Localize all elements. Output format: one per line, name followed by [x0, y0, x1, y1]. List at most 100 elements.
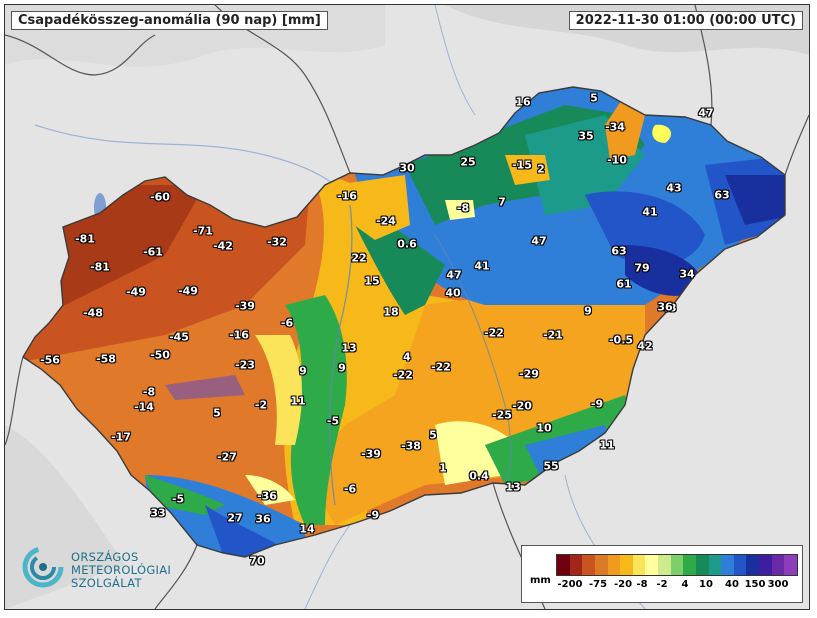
- map-value-label: 9: [299, 364, 307, 378]
- map-value-label: -8: [456, 201, 470, 215]
- map-value-label: -61: [143, 245, 163, 259]
- legend-swatch: [607, 555, 621, 575]
- map-title: Csapadékösszeg-anomália (90 nap) [mm]: [11, 11, 328, 30]
- map-value-label: -9: [366, 508, 380, 522]
- map-value-label: -22: [431, 360, 451, 374]
- map-value-label: -0.5: [608, 333, 634, 347]
- map-value-label: -5: [171, 492, 185, 506]
- color-legend: mm -200 -75 -20 -8 -2 4 10 40 150 300: [521, 545, 803, 603]
- legend-swatch: [620, 555, 633, 575]
- legend-swatch: [582, 555, 595, 575]
- map-value-label: 10: [536, 421, 552, 435]
- precipitation-anomaly-map: [5, 5, 809, 609]
- map-value-label: 63: [611, 244, 627, 258]
- legend-swatch: [645, 555, 658, 575]
- map-value-label: 41: [642, 205, 658, 219]
- map-value-label: -29: [519, 367, 539, 381]
- map-value-label: -50: [150, 348, 170, 362]
- map-value-label: 18: [383, 305, 399, 319]
- map-value-label: 47: [446, 268, 462, 282]
- map-value-label: -36: [257, 489, 277, 503]
- map-value-label: 11: [599, 438, 615, 452]
- legend-tick-label: -8: [636, 579, 648, 590]
- map-value-label: -15: [512, 158, 532, 172]
- map-value-label: -27: [217, 450, 237, 464]
- logo-line-1: ORSZÁGOS: [71, 550, 139, 564]
- map-value-label: -39: [235, 299, 255, 313]
- map-value-label: 34: [679, 267, 695, 281]
- map-value-label: -34: [605, 120, 625, 134]
- map-value-label: 5: [429, 428, 437, 442]
- map-value-label: 33: [150, 506, 166, 520]
- logo-line-3: SZOLGÁLAT: [71, 576, 142, 590]
- logo-line-2: METEOROLÓGIAI: [71, 563, 172, 577]
- map-value-label: -56: [40, 353, 60, 367]
- map-value-label: -48: [83, 306, 103, 320]
- map-value-label: -24: [376, 214, 396, 228]
- map-value-label: 36: [255, 512, 271, 526]
- map-value-label: -22: [393, 368, 413, 382]
- map-value-label: 25: [460, 155, 476, 169]
- legend-tick-label: 10: [699, 579, 713, 590]
- map-value-label: -6: [280, 316, 294, 330]
- map-value-label: -25: [492, 408, 512, 422]
- legend-swatch: [569, 555, 583, 575]
- map-value-label: -8: [142, 385, 156, 399]
- map-value-label: 2: [537, 162, 545, 176]
- map-value-label: -38: [401, 439, 421, 453]
- legend-color-bar: [556, 554, 798, 576]
- map-value-label: -6: [343, 482, 357, 496]
- map-value-label: -21: [543, 328, 563, 342]
- map-value-label: 15: [364, 274, 380, 288]
- legend-swatch: [594, 555, 608, 575]
- legend-tick-label: 40: [725, 579, 739, 590]
- map-value-label: 5: [213, 406, 221, 420]
- map-value-label: 0.4: [469, 469, 489, 483]
- map-value-label: 43: [661, 301, 677, 315]
- map-value-label: -71: [193, 224, 213, 238]
- map-value-label: -23: [235, 358, 255, 372]
- map-value-label: -16: [229, 328, 249, 342]
- legend-swatch: [721, 555, 734, 575]
- map-value-label: -60: [150, 190, 170, 204]
- map-value-label: -16: [337, 189, 357, 203]
- legend-swatch: [771, 555, 785, 575]
- map-value-label: 55: [543, 459, 559, 473]
- legend-unit: mm: [530, 575, 551, 586]
- map-value-label: 79: [634, 261, 650, 275]
- map-value-label: 43: [666, 181, 682, 195]
- map-value-label: -2: [254, 398, 268, 412]
- map-value-label: -39: [361, 447, 381, 461]
- legend-swatch: [746, 555, 759, 575]
- map-value-label: 9: [338, 361, 346, 375]
- map-value-label: -49: [126, 285, 146, 299]
- map-value-label: 1: [439, 461, 447, 475]
- map-value-label: -22: [484, 326, 504, 340]
- map-value-label: -81: [90, 260, 110, 274]
- omsz-logo: ORSZÁGOS METEOROLÓGIAI SZOLGÁLAT: [21, 545, 181, 595]
- legend-swatch: [632, 555, 646, 575]
- legend-swatch: [695, 555, 709, 575]
- legend-swatch: [759, 555, 772, 575]
- legend-tick-label: -20: [613, 579, 633, 590]
- spiral-logo-icon: [22, 546, 64, 588]
- map-value-label: -20: [512, 399, 532, 413]
- map-value-label: -45: [169, 330, 189, 344]
- map-value-label: 16: [515, 95, 531, 109]
- map-value-label: -58: [96, 352, 116, 366]
- map-value-label: 47: [531, 234, 547, 248]
- map-value-label: -17: [111, 430, 131, 444]
- map-value-label: -14: [134, 400, 154, 414]
- legend-tick-label: -200: [557, 579, 583, 590]
- map-value-label: -49: [178, 284, 198, 298]
- map-value-label: 63: [714, 188, 730, 202]
- map-value-label: -5: [326, 414, 340, 428]
- legend-swatch: [784, 555, 797, 575]
- map-value-label: 70: [249, 554, 265, 568]
- legend-swatch: [658, 555, 671, 575]
- map-value-label: 5: [590, 91, 598, 105]
- map-value-label: 0.6: [397, 237, 417, 251]
- map-value-label: 13: [505, 480, 521, 494]
- map-value-label: 11: [290, 394, 306, 408]
- legend-swatch: [708, 555, 722, 575]
